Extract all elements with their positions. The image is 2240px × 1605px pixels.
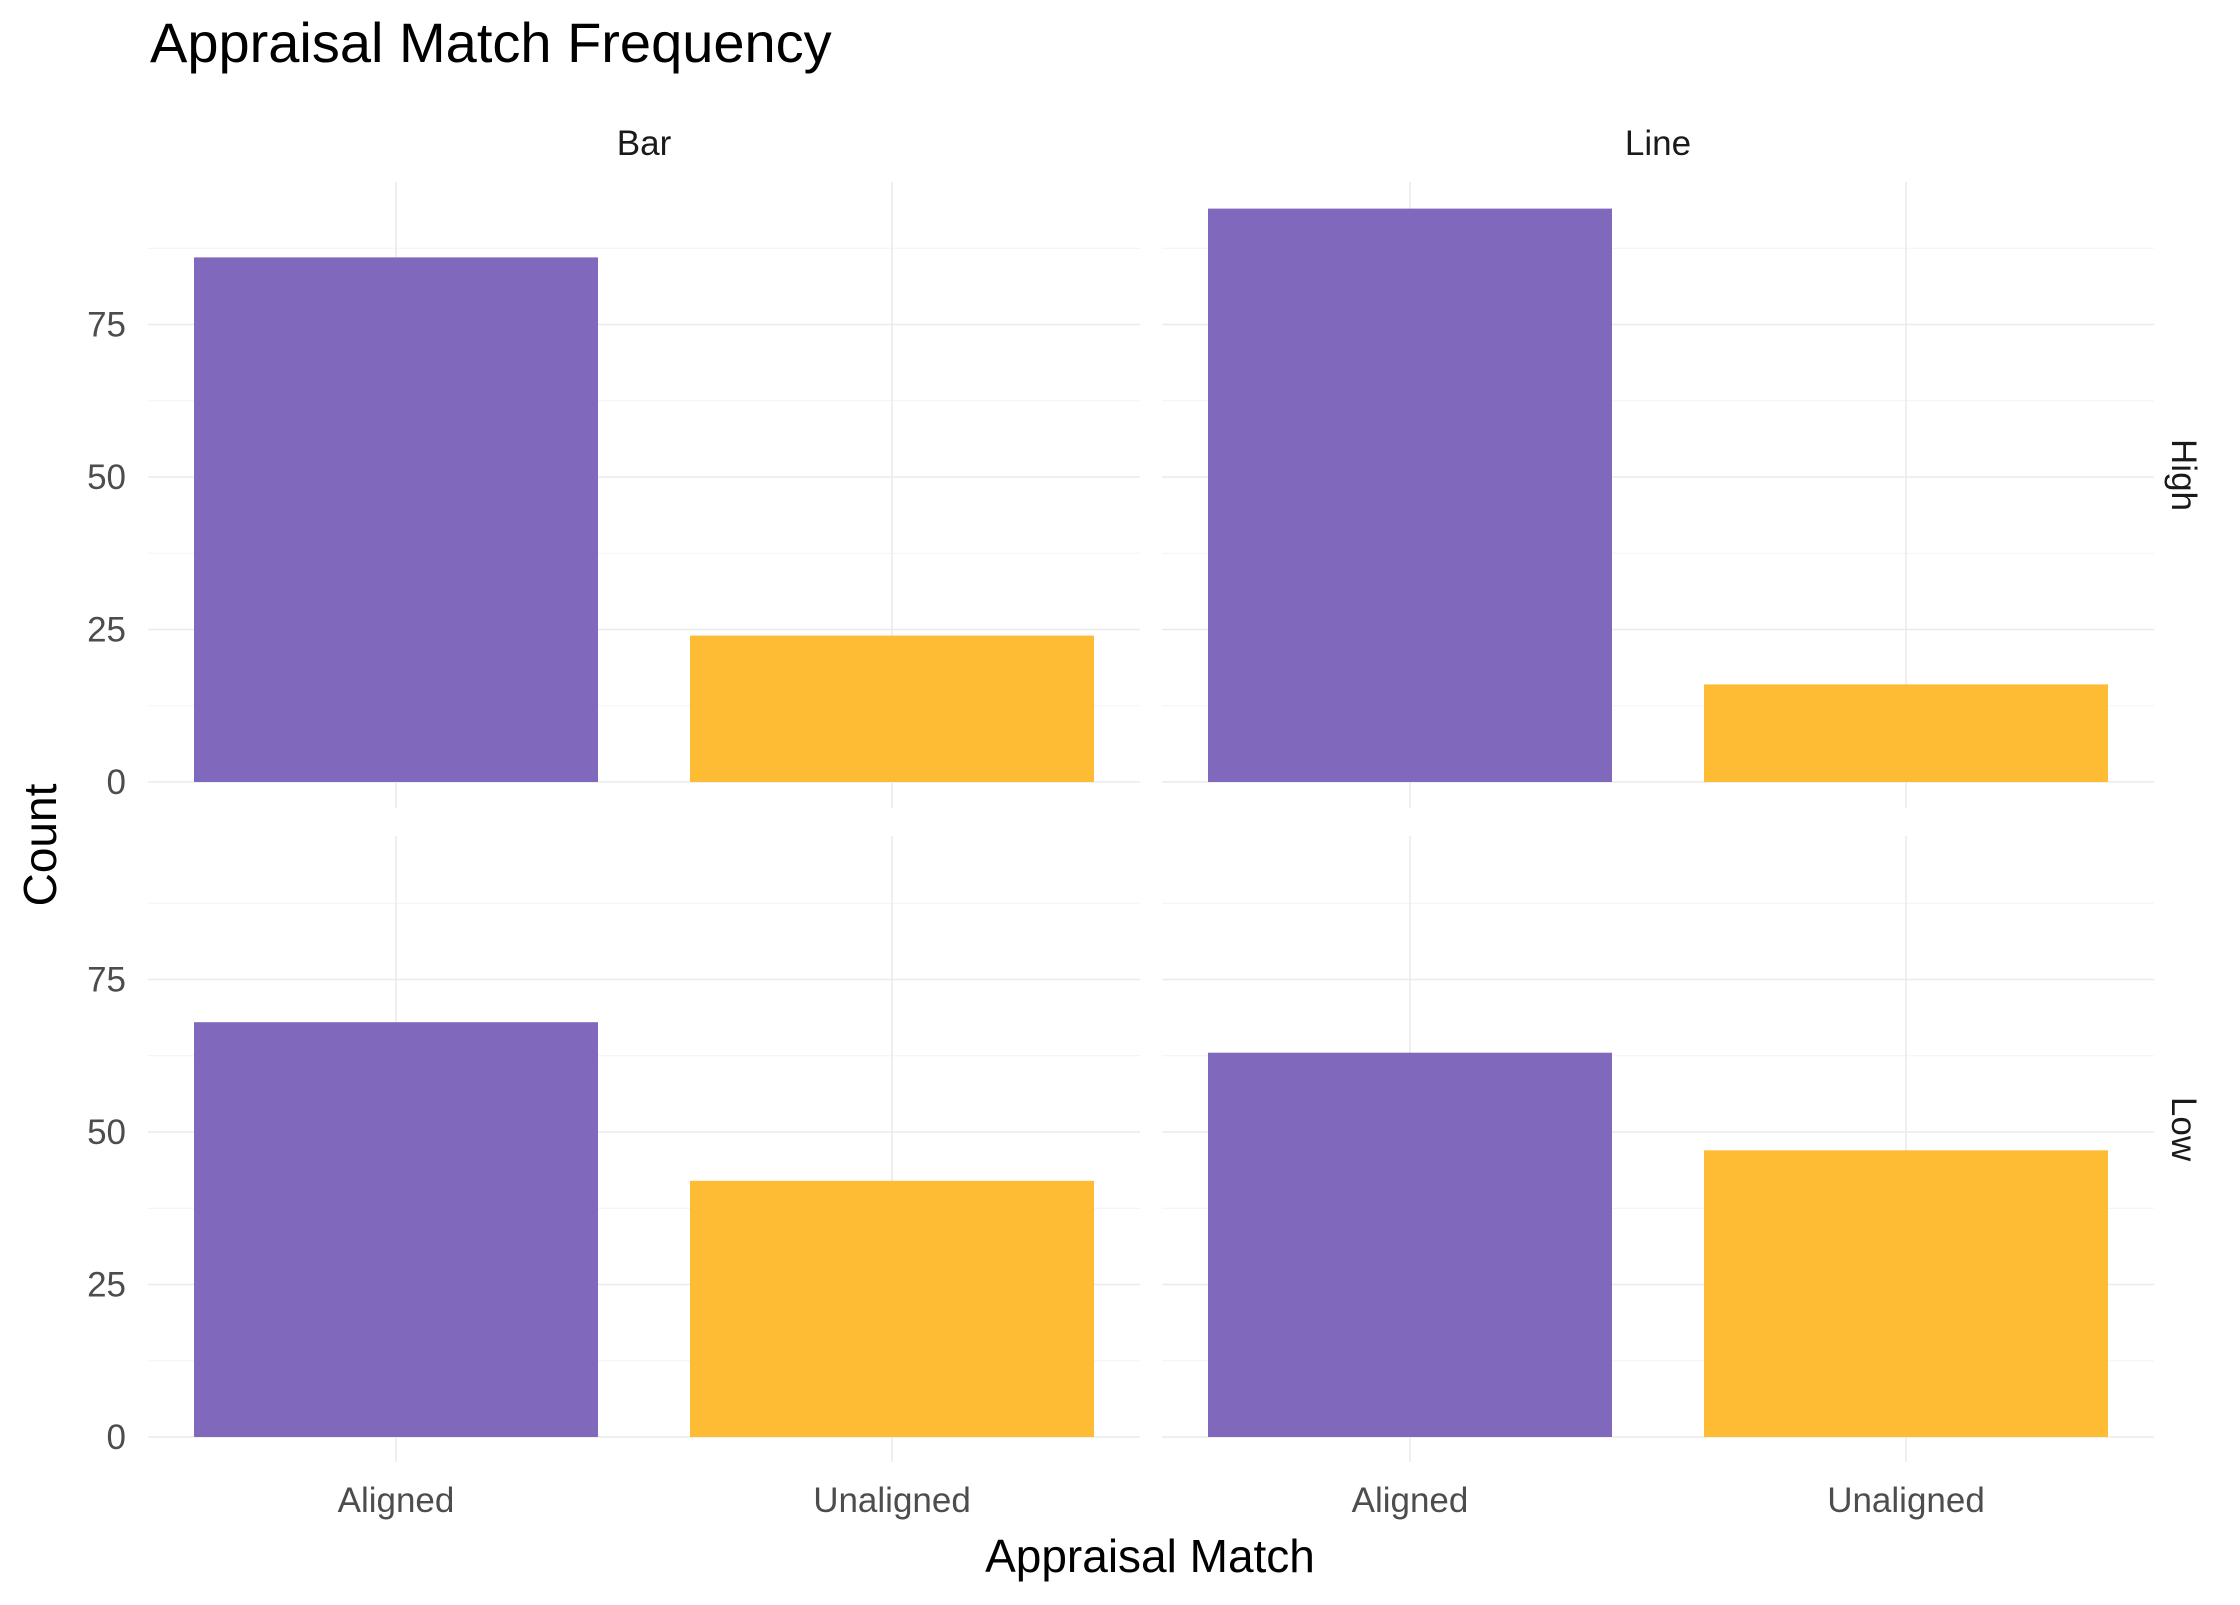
y-tick-label-low-50: 50: [87, 1113, 126, 1152]
x-tick-label-line-unaligned: Unaligned: [1827, 1481, 1985, 1520]
facet-column-label-line: Line: [1625, 124, 1691, 163]
facet-row-label-high: High: [2164, 439, 2203, 511]
bar-line-low-aligned: [1208, 1052, 1612, 1437]
panel-line-low: Aligned Unaligned: [1162, 836, 2154, 1520]
y-tick-label-high-25: 25: [87, 611, 126, 650]
panel-line-high: [1162, 182, 2154, 808]
bar-line-high-unaligned: [1704, 684, 2108, 782]
y-axis-title: Count: [14, 783, 66, 906]
x-tick-label-bar-unaligned: Unaligned: [813, 1481, 971, 1520]
bar-bar-high-aligned: [194, 257, 598, 782]
panels: Bar Line High Low 0 25 50 75 0 25 50 75 Aligned Unali…: [87, 124, 2203, 1520]
bar-bar-high-unaligned: [690, 635, 1094, 782]
y-tick-label-low-75: 75: [87, 961, 126, 1000]
y-tick-label-high-0: 0: [107, 763, 126, 802]
x-tick-label-line-aligned: Aligned: [1352, 1481, 1469, 1520]
x-tick-label-bar-aligned: Aligned: [338, 1481, 455, 1520]
bar-bar-low-unaligned: [690, 1180, 1094, 1437]
y-tick-label-low-0: 0: [107, 1418, 126, 1457]
y-tick-label-low-25: 25: [87, 1266, 126, 1305]
y-tick-label-high-50: 50: [87, 458, 126, 497]
y-tick-label-high-75: 75: [87, 306, 126, 345]
bar-bar-low-aligned: [194, 1022, 598, 1437]
facet-row-label-low: Low: [2164, 1097, 2203, 1162]
panel-bar-high: 0 25 50 75: [87, 182, 1140, 808]
bar-line-high-aligned: [1208, 208, 1612, 783]
bar-line-low-unaligned: [1704, 1150, 2108, 1437]
x-axis-title: Appraisal Match: [985, 1530, 1315, 1582]
chart-title: Appraisal Match Frequency: [150, 11, 832, 74]
panel-bar-low: 0 25 50 75 Aligned Unaligned: [87, 836, 1140, 1520]
facet-column-label-bar: Bar: [617, 124, 672, 163]
